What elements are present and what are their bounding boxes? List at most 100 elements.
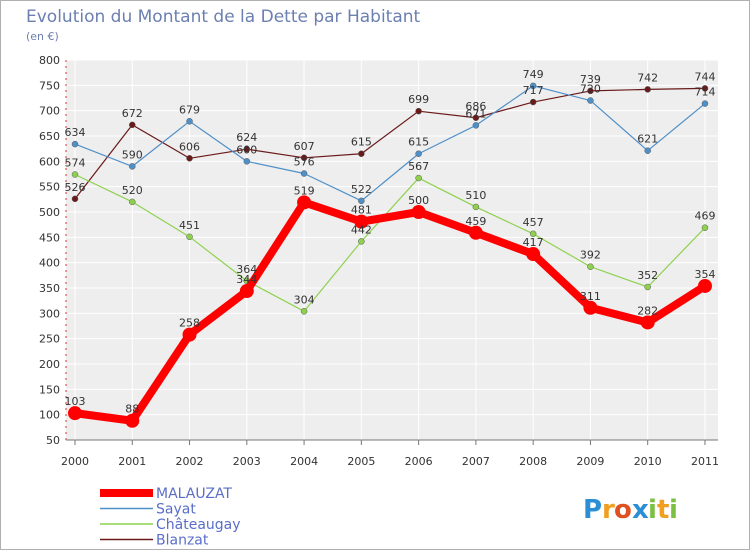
y-tick-label: 100	[39, 409, 60, 422]
data-label: 621	[637, 133, 658, 146]
data-label: 481	[351, 204, 372, 217]
data-point	[358, 197, 365, 205]
data-label: 749	[523, 68, 544, 81]
x-tick-label: 2004	[290, 455, 318, 468]
data-label: 354	[694, 268, 715, 281]
data-label: 574	[65, 157, 86, 170]
series-line-malauzat	[74, 198, 708, 425]
data-label: 679	[179, 103, 200, 116]
data-point	[71, 171, 79, 178]
logo-letter: t	[657, 495, 669, 525]
data-point	[701, 85, 709, 92]
data-label: 88	[125, 403, 139, 416]
data-point	[186, 233, 193, 241]
data-point	[358, 150, 365, 157]
data-label: 672	[122, 107, 143, 120]
data-label: 720	[580, 83, 601, 96]
y-tick-label: 200	[39, 358, 60, 371]
logo-letter: r	[602, 495, 615, 525]
y-tick-label: 400	[39, 257, 60, 270]
y-tick-label: 700	[39, 105, 60, 118]
data-point	[411, 205, 426, 219]
data-label: 510	[465, 189, 486, 202]
data-label: 744	[694, 70, 715, 83]
data-label: 607	[294, 140, 315, 153]
x-axis: 2000 2001 2002 2003 2004 2005 2006 2007 2008 2009…	[61, 439, 719, 468]
data-point	[68, 406, 82, 421]
series-line-châteaugay	[74, 173, 706, 312]
data-point	[186, 155, 193, 162]
data-point	[583, 300, 598, 315]
chart-subtitle: (en €)	[26, 30, 59, 43]
data-label: 451	[179, 219, 200, 232]
data-label: 459	[465, 215, 486, 228]
x-tick-label: 2009	[576, 455, 604, 468]
data-label: 522	[351, 183, 372, 196]
legend-label: Blanzat	[156, 533, 209, 549]
y-axis: 50 100 150 200 250 300 350 400 450 500 550 600 650 70…	[39, 54, 67, 447]
data-point	[300, 170, 308, 177]
data-label: 634	[65, 126, 86, 139]
x-tick-label: 2000	[61, 455, 89, 468]
y-tick-label: 650	[39, 130, 60, 143]
data-point	[640, 315, 655, 330]
y-tick-label: 350	[39, 282, 60, 295]
data-label: 714	[694, 86, 715, 99]
data-label: 624	[236, 131, 257, 144]
y-tick-label: 150	[39, 383, 60, 396]
data-point	[644, 147, 651, 154]
data-point	[297, 195, 312, 210]
y-tick-label: 450	[39, 231, 60, 244]
data-label: 600	[236, 143, 257, 156]
data-point	[472, 114, 480, 122]
data-label: 742	[637, 71, 658, 84]
logo-letter: o	[614, 495, 632, 525]
data-label: 392	[580, 249, 601, 262]
data-point	[125, 413, 140, 428]
series-group	[68, 82, 712, 428]
x-tick-label: 2005	[347, 455, 375, 468]
x-tick-label: 2008	[519, 455, 547, 468]
x-tick-label: 2010	[634, 455, 662, 468]
data-label: 282	[637, 304, 658, 317]
data-label: 364	[236, 263, 257, 276]
legend-label: Sayat	[156, 502, 196, 518]
y-tick-label: 550	[39, 181, 60, 194]
data-point	[358, 238, 365, 245]
data-label: 686	[465, 100, 486, 113]
data-label: 520	[122, 184, 143, 197]
data-label: 258	[179, 317, 200, 330]
legend-label: Châteaugay	[156, 517, 241, 533]
x-tick-label: 2011	[691, 455, 719, 468]
data-label: 576	[294, 155, 315, 168]
data-point	[644, 283, 651, 291]
data-label: 615	[351, 136, 372, 149]
data-point	[300, 308, 308, 315]
series-line-sayat	[74, 85, 706, 202]
logo-letter: P	[583, 495, 602, 525]
y-tick-label: 750	[39, 79, 60, 92]
x-tick-label: 2003	[233, 455, 261, 468]
data-point	[354, 214, 369, 229]
data-point	[243, 145, 251, 153]
data-label: 417	[523, 236, 544, 249]
data-point	[415, 150, 422, 157]
logo-letter: i	[648, 495, 657, 525]
data-label: 519	[294, 184, 315, 197]
data-point	[526, 247, 541, 262]
data-label: 304	[294, 293, 315, 306]
data-label: 457	[523, 216, 544, 229]
data-label: 526	[65, 181, 86, 194]
data-point	[587, 263, 594, 270]
data-point	[182, 327, 197, 342]
y-tick-label: 300	[39, 307, 60, 320]
x-tick-label: 2006	[405, 455, 433, 468]
data-point	[415, 174, 422, 182]
data-label: 606	[179, 140, 200, 153]
data-point	[472, 203, 480, 211]
data-point	[529, 82, 537, 90]
data-point	[243, 158, 251, 165]
data-point	[129, 163, 136, 170]
y-tick-label: 600	[39, 155, 60, 168]
data-point	[529, 230, 537, 238]
